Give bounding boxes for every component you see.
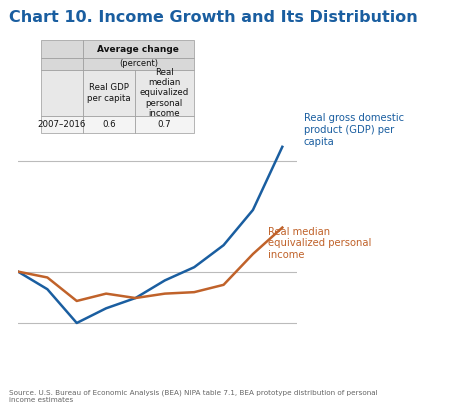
Text: Real
median
equivalized
personal
income: Real median equivalized personal income	[140, 68, 189, 118]
Text: Average change: Average change	[98, 45, 179, 53]
Text: Real median
equivalized personal
income: Real median equivalized personal income	[268, 227, 371, 260]
Text: Chart 10. Income Growth and Its Distribution: Chart 10. Income Growth and Its Distribu…	[9, 10, 418, 25]
Text: Real GDP
per capita: Real GDP per capita	[87, 83, 131, 102]
Text: 2007–2016: 2007–2016	[38, 120, 86, 129]
Text: (percent): (percent)	[119, 59, 158, 68]
Text: 0.6: 0.6	[102, 120, 116, 129]
Text: Real gross domestic
product (GDP) per
capita: Real gross domestic product (GDP) per ca…	[304, 113, 404, 147]
Text: Source. U.S. Bureau of Economic Analysis (BEA) NIPA table 7.1, BEA prototype dis: Source. U.S. Bureau of Economic Analysis…	[9, 390, 378, 403]
Text: 0.7: 0.7	[158, 120, 171, 129]
